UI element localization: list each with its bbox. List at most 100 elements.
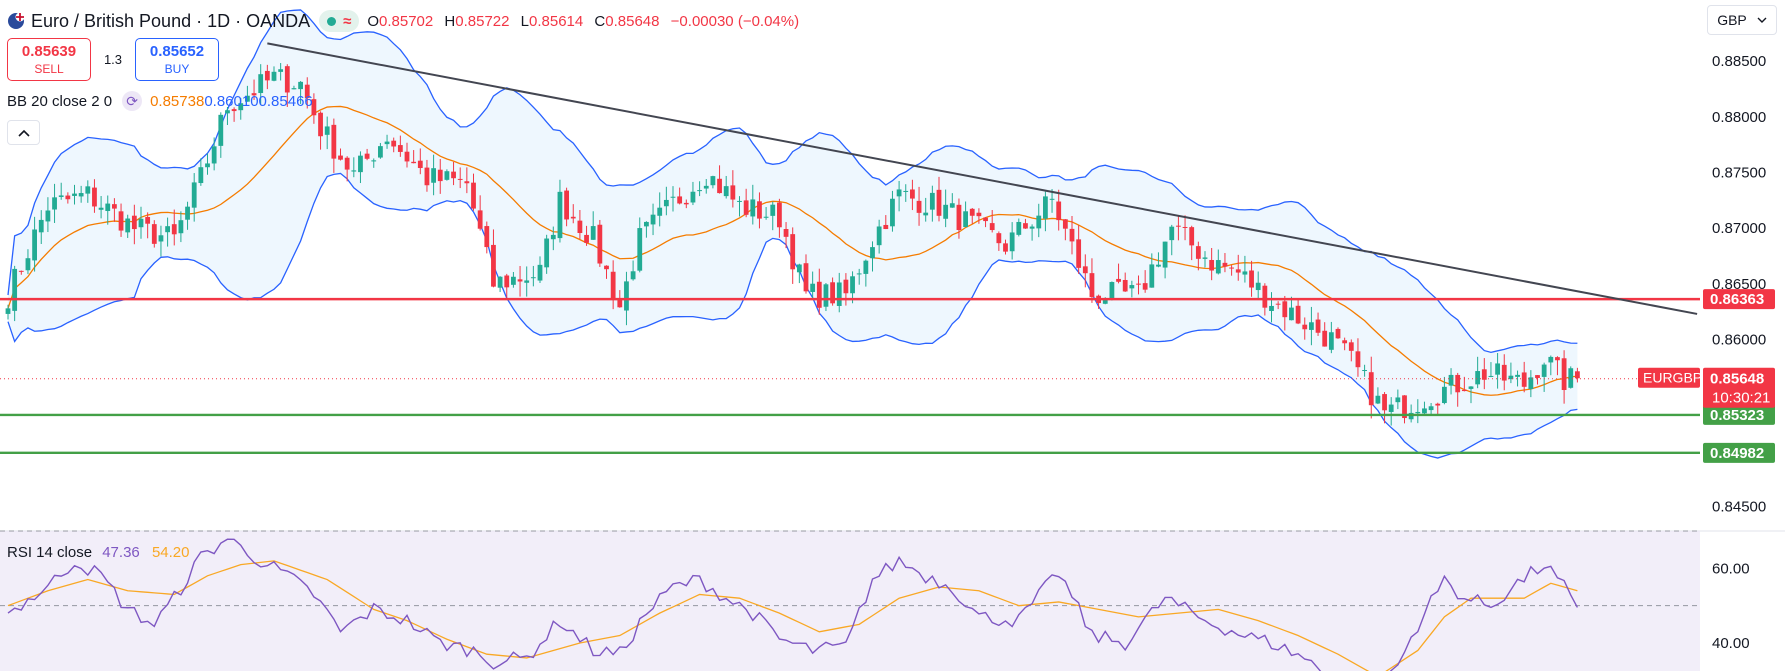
candle[interactable]	[610, 260, 616, 310]
candle[interactable]	[1575, 367, 1580, 383]
candle[interactable]	[145, 212, 151, 239]
candle[interactable]	[856, 268, 862, 285]
candle[interactable]	[969, 208, 975, 224]
candle[interactable]	[783, 222, 789, 249]
candle[interactable]	[989, 209, 995, 233]
candle[interactable]	[550, 226, 556, 251]
candle[interactable]	[544, 234, 550, 274]
candle[interactable]	[1375, 387, 1381, 405]
candle[interactable]	[577, 209, 583, 240]
candle[interactable]	[983, 217, 988, 228]
candle[interactable]	[284, 64, 290, 107]
candle[interactable]	[976, 208, 982, 224]
candle[interactable]	[1468, 386, 1474, 404]
candle[interactable]	[1176, 216, 1181, 241]
candle[interactable]	[364, 148, 370, 161]
candle[interactable]	[457, 167, 463, 189]
candle[interactable]	[1362, 364, 1367, 377]
market-status-pill[interactable]: ≈	[319, 10, 360, 32]
candle[interactable]	[663, 186, 669, 216]
candle[interactable]	[151, 220, 157, 248]
candle[interactable]	[810, 271, 816, 298]
candle[interactable]	[1555, 356, 1560, 376]
candle[interactable]	[1388, 397, 1394, 426]
currency-selector[interactable]: GBP	[1707, 5, 1777, 35]
candle[interactable]	[105, 195, 111, 225]
rsi-legend[interactable]: RSI 14 close 47.36 54.20	[7, 544, 189, 561]
rsi-pane[interactable]	[0, 530, 1700, 671]
candle[interactable]	[178, 211, 184, 243]
candle[interactable]	[85, 180, 91, 203]
candle[interactable]	[1442, 376, 1447, 405]
candle[interactable]	[1016, 218, 1022, 237]
candle[interactable]	[836, 272, 842, 313]
candle[interactable]	[830, 277, 835, 306]
candle[interactable]	[324, 116, 330, 150]
candle[interactable]	[896, 180, 902, 212]
candle[interactable]	[1169, 224, 1175, 256]
candle[interactable]	[1568, 366, 1574, 389]
candle[interactable]	[956, 198, 962, 239]
candle[interactable]	[823, 282, 829, 312]
candle[interactable]	[225, 106, 230, 126]
candle[interactable]	[238, 98, 244, 120]
candle[interactable]	[910, 179, 915, 211]
candle[interactable]	[1142, 270, 1148, 293]
candle[interactable]	[511, 271, 516, 288]
candle[interactable]	[863, 259, 869, 287]
candle[interactable]	[923, 197, 929, 222]
candle[interactable]	[318, 111, 323, 150]
candle[interactable]	[1109, 281, 1115, 301]
candle[interactable]	[1162, 241, 1168, 279]
candle[interactable]	[98, 196, 104, 219]
candle[interactable]	[211, 137, 217, 171]
candle[interactable]	[464, 167, 470, 194]
candle[interactable]	[1488, 362, 1494, 378]
candle[interactable]	[1422, 401, 1427, 415]
candle[interactable]	[118, 203, 124, 237]
candle[interactable]	[131, 204, 137, 245]
candle[interactable]	[604, 265, 609, 279]
refresh-icon[interactable]: ⟳	[122, 91, 143, 111]
candle[interactable]	[1402, 395, 1407, 424]
candle[interactable]	[637, 217, 643, 273]
candle[interactable]	[191, 173, 197, 222]
candle[interactable]	[1229, 265, 1234, 276]
candle[interactable]	[883, 215, 889, 230]
candle[interactable]	[750, 184, 756, 225]
candle[interactable]	[1116, 263, 1121, 284]
candle[interactable]	[677, 187, 683, 205]
candle[interactable]	[1348, 339, 1354, 362]
symbol-title[interactable]: Euro / British Pound · 1D · OANDA	[31, 10, 311, 31]
candle[interactable]	[251, 79, 257, 100]
candle[interactable]	[484, 221, 490, 254]
candle[interactable]	[504, 273, 510, 298]
candle[interactable]	[703, 179, 709, 194]
candle[interactable]	[65, 192, 71, 204]
candle[interactable]	[437, 159, 443, 194]
candle[interactable]	[650, 203, 656, 236]
bb-legend[interactable]: BB 20 close 2 0 ⟳ 0.85738 0.86010 0.8546…	[7, 91, 313, 111]
candle[interactable]	[1495, 353, 1500, 389]
candle[interactable]	[205, 153, 210, 175]
sell-button[interactable]: 0.85639 SELL	[7, 38, 91, 81]
candle[interactable]	[557, 179, 563, 243]
candle[interactable]	[185, 201, 190, 230]
candle[interactable]	[138, 206, 144, 239]
candle[interactable]	[1289, 296, 1294, 321]
candle[interactable]	[737, 196, 742, 217]
candle[interactable]	[1428, 402, 1434, 415]
candle[interactable]	[690, 181, 696, 206]
candle[interactable]	[1029, 224, 1035, 241]
candle[interactable]	[757, 192, 762, 229]
price-axis[interactable]: 0.88500 0.88000 0.87500 0.87000 0.86500 0.860…	[1638, 53, 1775, 652]
candle[interactable]	[903, 184, 909, 202]
candle[interactable]	[1275, 301, 1281, 310]
candle[interactable]	[1515, 370, 1520, 387]
candle[interactable]	[351, 157, 357, 178]
candle[interactable]	[78, 185, 84, 203]
candle[interactable]	[1269, 292, 1274, 323]
candle[interactable]	[1003, 239, 1008, 255]
candle[interactable]	[304, 77, 310, 109]
